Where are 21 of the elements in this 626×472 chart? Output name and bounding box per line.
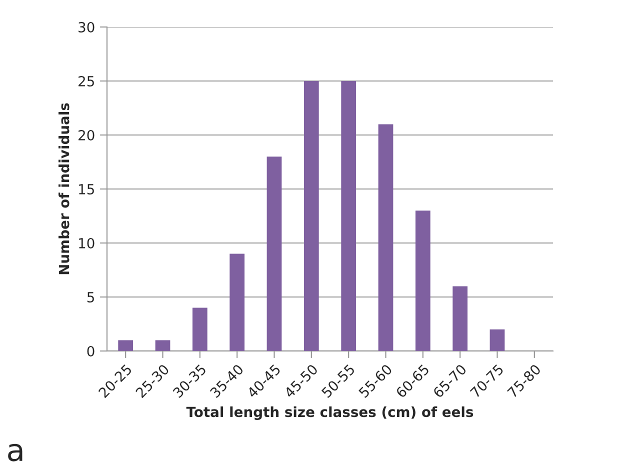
bar xyxy=(304,81,319,351)
y-axis-title: Number of individuals xyxy=(58,103,70,274)
bar xyxy=(192,308,208,351)
bar xyxy=(230,254,245,351)
text: a xyxy=(8,444,22,462)
bar xyxy=(490,329,505,351)
bar xyxy=(378,124,394,351)
x-axis-title: Total length size classes (cm) of eels xyxy=(186,406,474,420)
bar xyxy=(341,81,356,351)
bar xyxy=(266,156,282,351)
y-tick-label: 15 xyxy=(79,184,94,194)
bar xyxy=(118,340,134,351)
y-tick-label: 5 xyxy=(87,292,94,302)
bar xyxy=(415,210,430,351)
bar xyxy=(155,340,170,351)
y-tick-label: 20 xyxy=(78,130,94,140)
bar xyxy=(452,286,468,351)
y-tick-label: 0 xyxy=(87,346,94,356)
y-tick-label: 25 xyxy=(78,76,94,86)
y-tick-label: 30 xyxy=(78,22,94,32)
y-tick-label: 10 xyxy=(79,238,94,248)
